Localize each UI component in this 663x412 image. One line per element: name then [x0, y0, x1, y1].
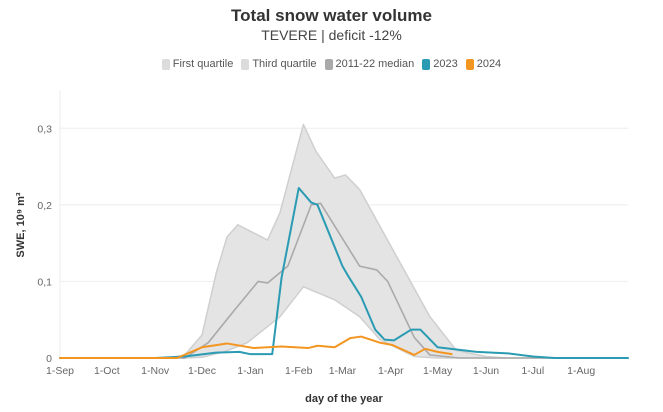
y-tick-label: 0,2: [37, 200, 52, 212]
x-tick-label: 1-Sep: [46, 365, 74, 377]
legend-swatch: [241, 58, 250, 70]
legend-label: 2023: [433, 58, 458, 70]
x-tick-label: 1-Apr: [378, 365, 404, 377]
x-tick-label: 1-Jul: [521, 365, 544, 377]
first-quartile-line: [60, 286, 628, 359]
x-tick-label: 1-Oct: [94, 365, 120, 377]
y-axis-title: SWE, 10⁹ m³: [15, 192, 27, 257]
legend: First quartile Third quartile 2011-22 me…: [0, 58, 663, 70]
legend-item-median[interactable]: 2011-22 median: [324, 58, 415, 70]
legend-item-first-quartile[interactable]: First quartile: [161, 58, 234, 70]
legend-swatch: [161, 58, 170, 70]
x-tick-label: 1-Jan: [237, 365, 263, 377]
chart-subtitle: TEVERE | deficit -12%: [261, 27, 402, 43]
legend-swatch: [324, 58, 333, 70]
y-tick-label: 0,1: [37, 276, 52, 288]
y-tick-label: 0,3: [37, 123, 52, 135]
legend-item-2023[interactable]: 2023: [422, 58, 458, 70]
x-tick-label: 1-Aug: [567, 365, 595, 377]
legend-swatch: [465, 58, 474, 70]
series-2024-line: [59, 335, 453, 359]
x-tick-label: 1-May: [423, 365, 453, 377]
chart-title: Total snow water volume: [231, 6, 432, 25]
x-tick-label: 1-Feb: [285, 365, 313, 377]
legend-label: First quartile: [172, 58, 234, 70]
x-tick-label: 1-Nov: [141, 365, 170, 377]
x-tick-label: 1-Mar: [329, 365, 357, 377]
legend-label: 2011-22 median: [335, 58, 415, 70]
legend-item-third-quartile[interactable]: Third quartile: [241, 58, 317, 70]
x-axis-title: day of the year: [305, 393, 383, 405]
x-tick-label: 1-Dec: [188, 365, 216, 377]
legend-item-2024[interactable]: 2024: [465, 58, 502, 70]
legend-label: 2024: [476, 58, 502, 70]
series-2023-line: [59, 187, 629, 359]
x-tick-label: 1-Jun: [473, 365, 499, 377]
legend-swatch: [422, 58, 431, 70]
legend-label: Third quartile: [252, 58, 317, 70]
y-tick-label: 0: [46, 353, 52, 365]
